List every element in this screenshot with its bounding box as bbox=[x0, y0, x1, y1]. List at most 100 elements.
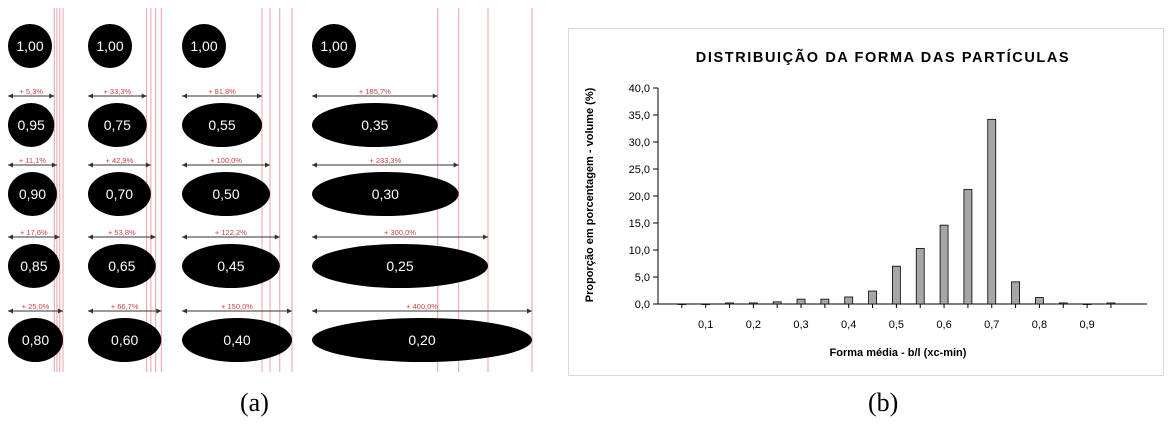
y-tick-label: 20,0 bbox=[629, 191, 650, 203]
chart-panel: DISTRIBUIÇÃO DA FORMA DAS PARTÍCULAS Pro… bbox=[568, 28, 1164, 376]
bar bbox=[1011, 281, 1020, 305]
arrow-head bbox=[182, 234, 187, 240]
arrow-head bbox=[150, 234, 156, 240]
arrow-head bbox=[156, 308, 162, 314]
width-increase-label: + 400,0% bbox=[406, 302, 438, 311]
particle-ellipse bbox=[182, 172, 270, 216]
arrow-head bbox=[453, 162, 459, 168]
width-increase-label: + 17,6% bbox=[20, 228, 48, 237]
particle-ellipse bbox=[8, 244, 60, 288]
ellipse-ratio-label: 0,80 bbox=[22, 332, 49, 348]
width-increase-label: + 5,3% bbox=[19, 87, 43, 96]
arrow-head bbox=[8, 162, 13, 168]
width-increase-label: + 150,0% bbox=[221, 302, 253, 311]
x-tick-label: 0,7 bbox=[984, 319, 999, 331]
ellipse-ratio-label: 0,35 bbox=[361, 117, 388, 133]
arrow-head bbox=[88, 93, 93, 99]
x-tick-label: 0,9 bbox=[1079, 319, 1094, 331]
arrow-head bbox=[287, 308, 292, 314]
y-tick-label: 30,0 bbox=[629, 137, 650, 149]
ellipse-column: 1,00 0,95 + 5,3% 0,90 + 11,1% 0,85 + 17,6% 0,80… bbox=[7, 8, 64, 372]
particle-ellipse bbox=[88, 24, 132, 68]
arrow-head bbox=[312, 93, 317, 99]
bar bbox=[987, 118, 997, 305]
width-increase-label: + 185,7% bbox=[359, 87, 391, 96]
x-tick-label: 0,5 bbox=[889, 319, 904, 331]
particle-ellipse bbox=[312, 172, 459, 216]
particle-ellipse bbox=[312, 103, 438, 147]
particle-ellipse bbox=[88, 244, 156, 288]
shape-illustration-panel: 1,00 0,95 + 5,3% 0,90 + 11,1% 0,85 + 17,6% 0,80… bbox=[0, 0, 560, 380]
x-tick-label: 0,6 bbox=[936, 319, 951, 331]
bar bbox=[1106, 302, 1116, 305]
ellipse-column: 1,00 0,75 + 33,3% 0,70 + 42,9% 0,65 + 53,8% 0,6… bbox=[88, 8, 162, 372]
arrow-head bbox=[8, 234, 13, 240]
bar bbox=[915, 247, 925, 305]
particle-ellipse bbox=[8, 103, 55, 147]
ellipse-ratio-label: 1,00 bbox=[320, 38, 347, 54]
arrow-head bbox=[432, 93, 438, 99]
arrow-head bbox=[312, 308, 317, 314]
arrow-head bbox=[88, 234, 93, 240]
arrow-head bbox=[88, 162, 93, 168]
ellipse-ratio-label: 0,65 bbox=[108, 258, 135, 274]
particle-ellipse bbox=[88, 172, 151, 216]
particle-ellipse bbox=[182, 103, 262, 147]
ellipse-ratio-label: 0,95 bbox=[18, 117, 45, 133]
x-axis-label: Forma média - b/l (xc-min) bbox=[830, 347, 967, 359]
arrow-head bbox=[51, 162, 57, 168]
y-tick-label: 5,0 bbox=[635, 272, 650, 284]
ellipse-ratio-label: 0,75 bbox=[104, 117, 131, 133]
arrow-head bbox=[54, 234, 60, 240]
y-tick-label: 40,0 bbox=[629, 83, 650, 95]
bar bbox=[701, 303, 711, 305]
bar bbox=[820, 298, 830, 305]
chart-title: DISTRIBUIÇÃO DA FORMA DAS PARTÍCULAS bbox=[696, 48, 1070, 66]
arrow-head bbox=[8, 308, 13, 314]
ellipse-ratio-label: 1,00 bbox=[190, 38, 217, 54]
width-increase-label: + 100,0% bbox=[210, 156, 242, 165]
y-tick-label: 35,0 bbox=[629, 110, 650, 122]
arrow-head bbox=[265, 162, 270, 168]
ellipse-column: 1,00 0,55 + 81,8% 0,50 + 100,0% 0,45 + 122,2% 0… bbox=[182, 8, 293, 372]
x-tick-label: 0,8 bbox=[1032, 319, 1047, 331]
arrow-head bbox=[257, 93, 262, 99]
caption-b: (b) bbox=[868, 388, 899, 417]
ellipse-ratio-label: 0,55 bbox=[208, 117, 235, 133]
width-increase-label: + 233,3% bbox=[369, 156, 401, 165]
y-tick-label: 0,0 bbox=[635, 299, 650, 311]
arrow-head bbox=[182, 162, 187, 168]
bar bbox=[1058, 302, 1068, 305]
particle-ellipse bbox=[182, 24, 226, 68]
ellipse-ratio-label: 0,90 bbox=[19, 186, 46, 202]
arrow-head bbox=[88, 308, 93, 314]
arrow-head bbox=[182, 93, 187, 99]
arrow-head bbox=[49, 93, 55, 99]
particle-ellipse bbox=[8, 24, 52, 68]
particle-ellipse bbox=[8, 318, 63, 362]
bar bbox=[748, 302, 758, 305]
ellipse-ratio-label: 0,25 bbox=[386, 258, 413, 274]
width-increase-label: + 122,2% bbox=[215, 228, 247, 237]
ellipse-ratio-label: 0,45 bbox=[217, 258, 244, 274]
x-tick-label: 0,1 bbox=[698, 319, 713, 331]
arrow-head bbox=[274, 234, 280, 240]
width-increase-label: + 42,9% bbox=[106, 156, 134, 165]
arrow-head bbox=[182, 308, 187, 314]
bar bbox=[1035, 297, 1044, 305]
plot-area: 0,0 5,0 10,0 15,0 20,0 25,0 30,0 35,0 40,0 0,1 0,2… bbox=[629, 83, 1147, 331]
particle-shape-distribution-chart: DISTRIBUIÇÃO DA FORMA DAS PARTÍCULAS Pro… bbox=[584, 48, 1147, 359]
ellipse-column: 1,00 0,35 + 185,7% 0,30 + 233,3% 0,25 + 300,0%… bbox=[312, 8, 533, 372]
arrow-head bbox=[8, 93, 13, 99]
width-increase-label: + 33,3% bbox=[103, 87, 131, 96]
arrow-head bbox=[312, 234, 317, 240]
particle-ellipse bbox=[312, 318, 532, 362]
bar bbox=[844, 296, 854, 305]
ellipse-ratio-label: 0,70 bbox=[106, 186, 133, 202]
arrow-head bbox=[58, 308, 63, 314]
x-tick-label: 0,4 bbox=[841, 319, 856, 331]
ellipse-ratio-label: 1,00 bbox=[96, 38, 123, 54]
arrow-head bbox=[141, 93, 147, 99]
particle-ellipse bbox=[182, 244, 280, 288]
x-tick-label: 0,2 bbox=[746, 319, 761, 331]
